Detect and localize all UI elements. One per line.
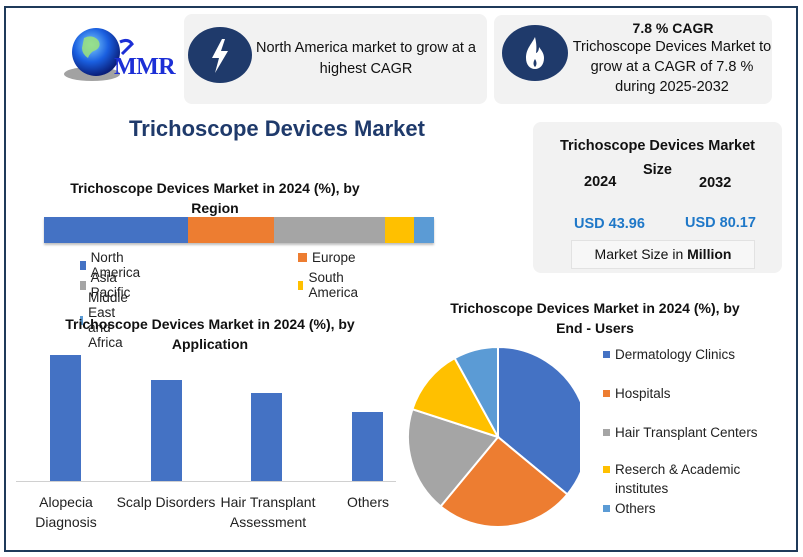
legend-label: Europe (312, 250, 356, 265)
unit-prefix: Market Size in (594, 246, 688, 262)
legend-swatch (80, 280, 86, 290)
legend-label: Middle East and Africa (88, 290, 128, 350)
legend-label: Dermatology Clinics (615, 347, 736, 362)
north-america-text: North America market to grow at a highes… (256, 40, 476, 77)
enduser-legend-item: Hair Transplant Centers (603, 423, 775, 442)
application-chart-title: Trichoscope Devices Market in 2024 (%), … (65, 316, 355, 352)
pie-slice (453, 345, 499, 438)
legend-swatch (603, 466, 610, 473)
unit-label: Market Size in Million (571, 240, 755, 269)
legend-label: Hospitals (615, 386, 671, 401)
legend-swatch (298, 253, 307, 262)
legend-label: Reserch & Academic institutes (615, 462, 741, 496)
flame-icon (502, 25, 568, 81)
value-2032: USD 80.17 (685, 215, 756, 231)
bar-3 (251, 393, 282, 481)
pie-slice (407, 407, 500, 508)
pie-slice (439, 435, 569, 528)
legend-swatch (298, 280, 304, 290)
x-axis-label: Alopecia Diagnosis (35, 494, 97, 530)
x-axis-label: Hair Transplant Assessment (220, 494, 316, 530)
pie-slice (411, 356, 501, 439)
region-legend-item: North America (80, 250, 144, 280)
market-size-title: Trichoscope Devices Market Size (559, 138, 756, 178)
enduser-legend-item: Others (603, 499, 775, 518)
legend-label: South America (308, 270, 358, 300)
pie-slice (497, 345, 580, 496)
region-stacked-bar (44, 217, 434, 243)
region-segment-middle-east-and-africa (414, 217, 434, 243)
value-2024: USD 43.96 (574, 216, 645, 232)
region-segment-south-america (385, 217, 415, 243)
year-2024: 2024 (584, 174, 617, 190)
application-bar-plot (16, 340, 396, 482)
region-segment-north-america (44, 217, 189, 243)
region-chart-title: Trichoscope Devices Market in 2024 (%), … (70, 180, 360, 216)
enduser-legend-item: Dermatology Clinics (603, 345, 775, 364)
region-legend-item: South America (298, 270, 362, 300)
x-axis-label: Others (346, 494, 389, 510)
north-america-card: North America market to grow at a highes… (184, 14, 487, 104)
market-size-card: Trichoscope Devices Market Size 2024 203… (533, 122, 782, 273)
enduser-chart-title: Trichoscope Devices Market in 2024 (%), … (450, 300, 740, 336)
cagr-text: Trichoscope Devices Market to grow at a … (572, 39, 772, 95)
cagr-card: 7.8 % CAGR Trichoscope Devices Market to… (494, 15, 772, 104)
region-legend-item: Middle East and Africa (80, 290, 134, 350)
enduser-legend-item: Reserch & Academic institutes (603, 460, 775, 498)
legend-label: Others (615, 501, 656, 516)
unit-bold: Million (687, 246, 732, 262)
legend-label: Asia Pacific (90, 270, 131, 300)
legend-swatch (603, 505, 610, 512)
year-2032: 2032 (699, 175, 732, 191)
cagr-title: 7.8 % CAGR (632, 20, 714, 36)
globe-icon (64, 28, 134, 81)
bar-4 (352, 412, 383, 481)
legend-swatch (603, 429, 610, 436)
lightning-bolt-icon (188, 27, 252, 83)
page-title: Trichoscope Devices Market (129, 116, 425, 141)
bar-1 (50, 355, 81, 481)
legend-swatch (603, 390, 610, 397)
region-segment-europe (188, 217, 275, 243)
region-segment-asia-pacific (274, 217, 386, 243)
legend-swatch (80, 260, 86, 270)
legend-label: Hair Transplant Centers (615, 425, 758, 440)
region-legend-item: Europe (298, 250, 356, 265)
logo-text: MMR (114, 54, 176, 80)
legend-swatch (603, 351, 610, 358)
mmr-logo: MMR (62, 24, 186, 90)
x-axis-label: Scalp Disorders (116, 494, 216, 510)
bar-2 (151, 379, 182, 481)
enduser-pie-chart (407, 345, 580, 528)
enduser-legend-item: Hospitals (603, 384, 775, 403)
legend-label: North America (90, 250, 141, 280)
legend-swatch (80, 315, 84, 325)
region-legend-item: Asia Pacific (80, 270, 134, 300)
